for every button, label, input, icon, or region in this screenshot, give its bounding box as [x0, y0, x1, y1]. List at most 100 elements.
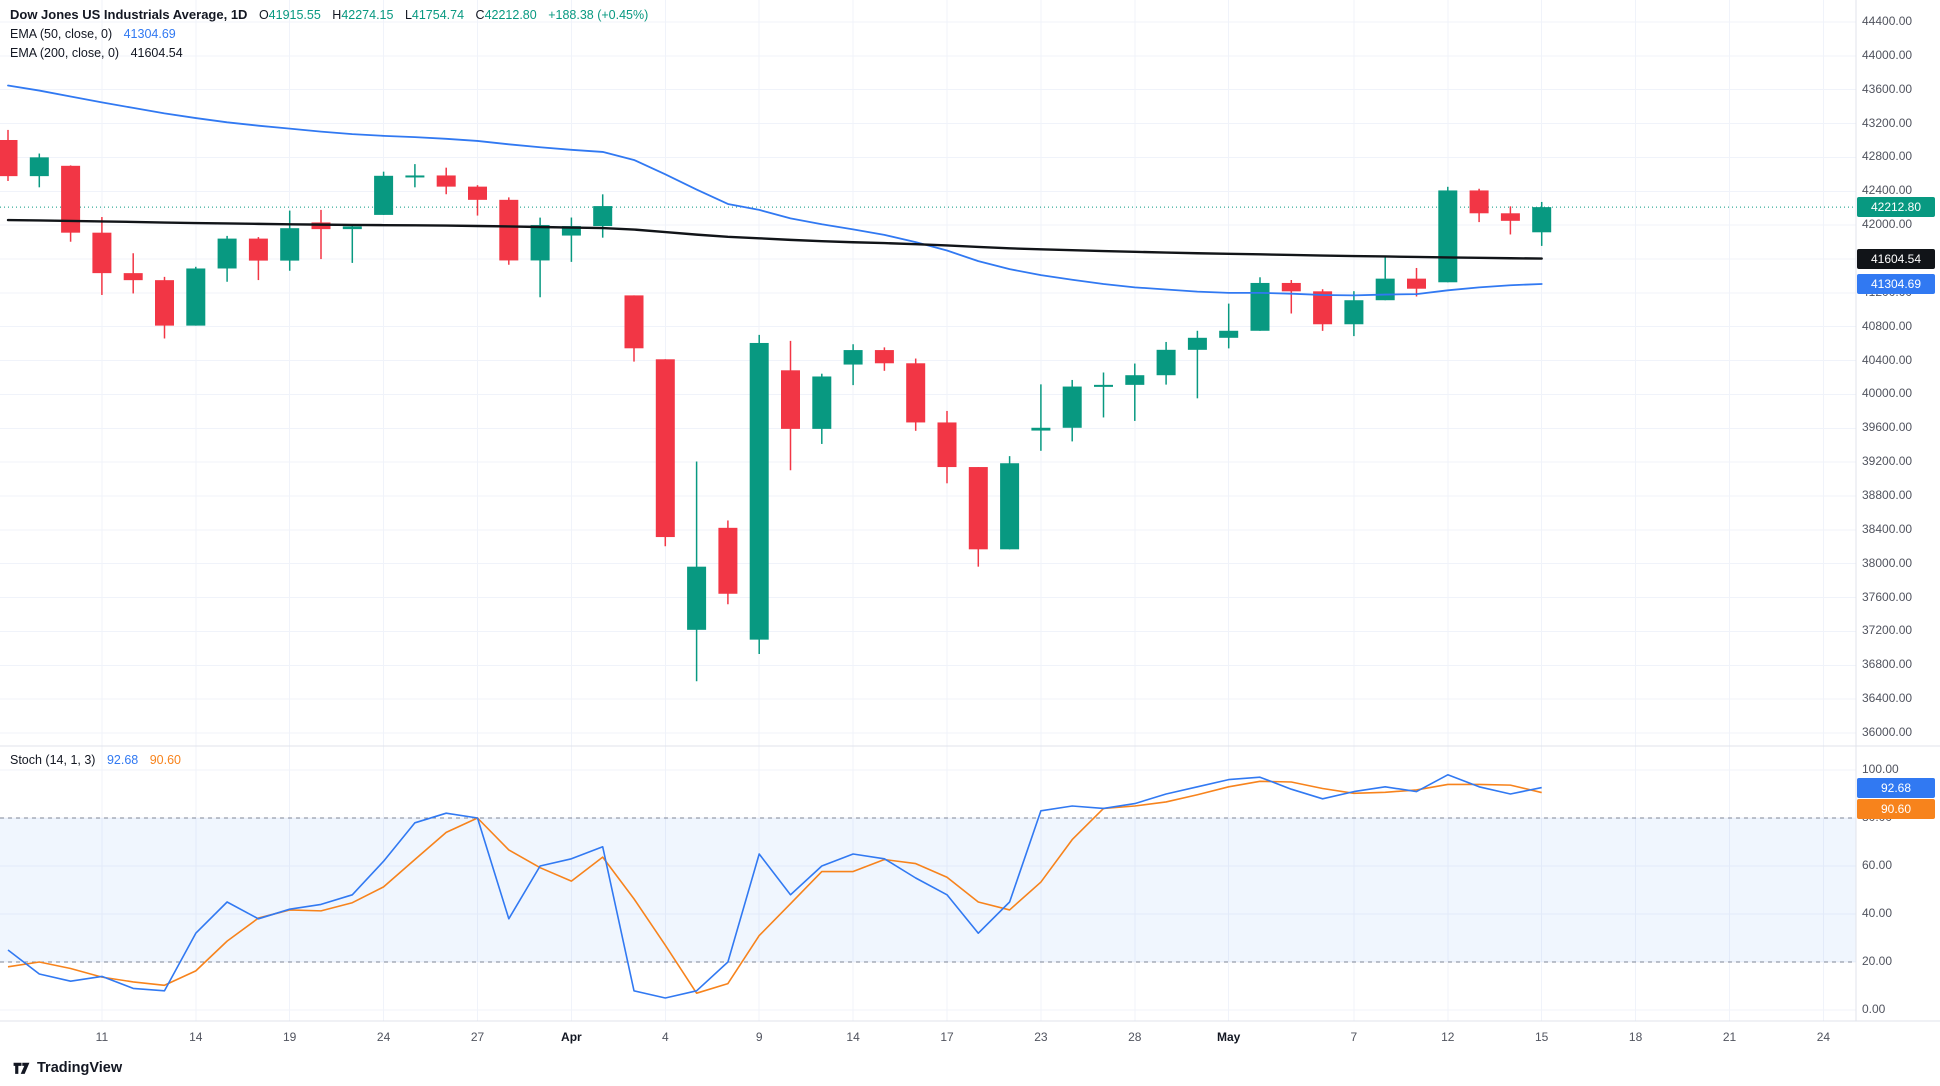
time-tick-label: 21 [1722, 1030, 1737, 1044]
candle-body [530, 225, 550, 261]
change-value: +188.38 (+0.45%) [548, 8, 649, 22]
high-value: 42274.15 [341, 8, 394, 22]
candle-body [61, 165, 81, 233]
candle-body [749, 342, 769, 640]
candle-body [781, 370, 800, 429]
candle-body [186, 268, 206, 326]
time-axis[interactable]: 11 14 19 24 27 Apr 4 9 14 17 23 28 May 7 12 15 18 21 24 [0, 1021, 1856, 1056]
time-tick-label: 24 [1816, 1030, 1831, 1044]
stoch-d-value: 90.60 [149, 753, 181, 767]
time-tick-label: 28 [1128, 1030, 1142, 1044]
candle-body [561, 226, 581, 236]
candle-body [1313, 291, 1333, 325]
time-tick-label: 9 [755, 1030, 763, 1044]
axis-tick-label: 42000.00 [1862, 217, 1913, 232]
last-price-badge: 42212.80 [1857, 197, 1935, 218]
time-tick-label: 19 [283, 1030, 297, 1044]
time-tick-label: 23 [1034, 1030, 1048, 1044]
axis-tick-label: 40800.00 [1862, 318, 1913, 333]
candle-body [874, 350, 894, 364]
candle-body [1156, 349, 1176, 376]
candle-body [405, 175, 425, 178]
stoch-band [0, 818, 1856, 962]
candle-body [280, 228, 300, 261]
axis-tick-label: 43600.00 [1862, 81, 1913, 96]
stoch-k-value: 92.68 [106, 753, 139, 767]
axis-tick-label: 44400.00 [1862, 14, 1913, 28]
candle-body [1407, 278, 1426, 289]
ema200-label: EMA (200, close, 0) [10, 46, 120, 60]
ema200-badge: 41604.54 [1857, 248, 1935, 269]
candle-body [1344, 300, 1364, 325]
axis-tick-label: 40400.00 [1862, 352, 1913, 367]
candle-body [1375, 278, 1395, 301]
axis-tick-label: 60.00 [1862, 858, 1893, 872]
candle-body [1500, 213, 1520, 221]
axis-tick-label: 20.00 [1862, 954, 1893, 968]
time-tick-label: 11 [95, 1030, 109, 1044]
candle-body [1219, 330, 1239, 338]
low-value: 41754.74 [411, 8, 465, 22]
candle-body [1125, 375, 1145, 385]
close-group: C42212.80 [476, 8, 537, 22]
ema200-legend-row[interactable]: EMA (200, close, 0) 41604.54 [10, 44, 648, 63]
axis-tick-label: 37200.00 [1862, 623, 1913, 638]
candle-body [655, 359, 675, 538]
high-label: H [332, 8, 342, 22]
brand-name[interactable]: TradingView [37, 1059, 123, 1076]
stoch-legend[interactable]: Stoch (14, 1, 3) 92.68 90.60 [10, 751, 181, 770]
low-group: L41754.74 [405, 8, 464, 22]
candle-body [718, 527, 738, 594]
stoch-k-line [7, 773, 1542, 999]
candle-body [217, 238, 237, 269]
time-tick-label: 14 [846, 1030, 860, 1044]
candle-body [1031, 427, 1051, 431]
stoch-k-badge: 92.68 [1857, 777, 1935, 798]
open-group: O41915.55 [259, 8, 321, 22]
axis-tick-label: 39600.00 [1862, 420, 1913, 435]
open-value: 41915.55 [268, 8, 321, 22]
candle-body [155, 280, 174, 326]
axis-tick-label: 100.00 [1862, 762, 1899, 776]
symbol-legend-row[interactable]: Dow Jones US Industrials Average, 1D O41… [10, 5, 648, 25]
time-tick-label: 27 [470, 1030, 485, 1044]
candle-body [593, 206, 613, 227]
stoch-d-badge: 90.60 [1857, 798, 1935, 819]
time-tick-label: May [1217, 1030, 1241, 1044]
time-tick-label: 24 [376, 1030, 391, 1044]
candle-body [1532, 207, 1552, 233]
main-legend: Dow Jones US Industrials Average, 1D O41… [10, 5, 648, 63]
candle-body [687, 566, 707, 630]
time-tick-label: 12 [1441, 1030, 1455, 1044]
candle-body [624, 295, 644, 349]
axis-tick-label: 36800.00 [1862, 657, 1913, 672]
candle-body [92, 232, 112, 274]
price-axis[interactable]: 36000.00 36400.00 36800.00 37200.00 37600.00… [1858, 0, 1938, 1056]
axis-tick-label: 42800.00 [1862, 149, 1913, 164]
axis-tick-label: 44000.00 [1862, 47, 1913, 62]
ema50-label: EMA (50, close, 0) [10, 27, 113, 41]
footer: TradingView [12, 1058, 122, 1077]
candle-body [499, 199, 519, 261]
candle-body [906, 363, 926, 423]
candle-body [1187, 337, 1207, 350]
symbol-title: Dow Jones US Industrials Average, 1D [10, 7, 248, 22]
axis-tick-label: 36400.00 [1862, 691, 1913, 706]
candle-body [468, 186, 487, 200]
ema50-line [7, 84, 1543, 297]
tradingview-logo-icon[interactable] [12, 1058, 31, 1077]
low-label: L [404, 8, 412, 22]
time-tick-label: 17 [940, 1030, 954, 1044]
axis-tick-label: 38800.00 [1862, 488, 1913, 502]
candle-body [843, 350, 863, 365]
candle-body [1062, 386, 1082, 428]
candle-body [1094, 384, 1113, 387]
candle-body [937, 422, 957, 468]
time-tick-label: 18 [1628, 1030, 1643, 1044]
ema50-legend-row[interactable]: EMA (50, close, 0) 41304.69 [10, 25, 648, 44]
candle-body [1250, 282, 1270, 331]
axis-tick-label: 40.00 [1862, 906, 1893, 920]
ema50-value: 41304.69 [123, 27, 176, 41]
close-value: 42212.80 [484, 8, 537, 22]
